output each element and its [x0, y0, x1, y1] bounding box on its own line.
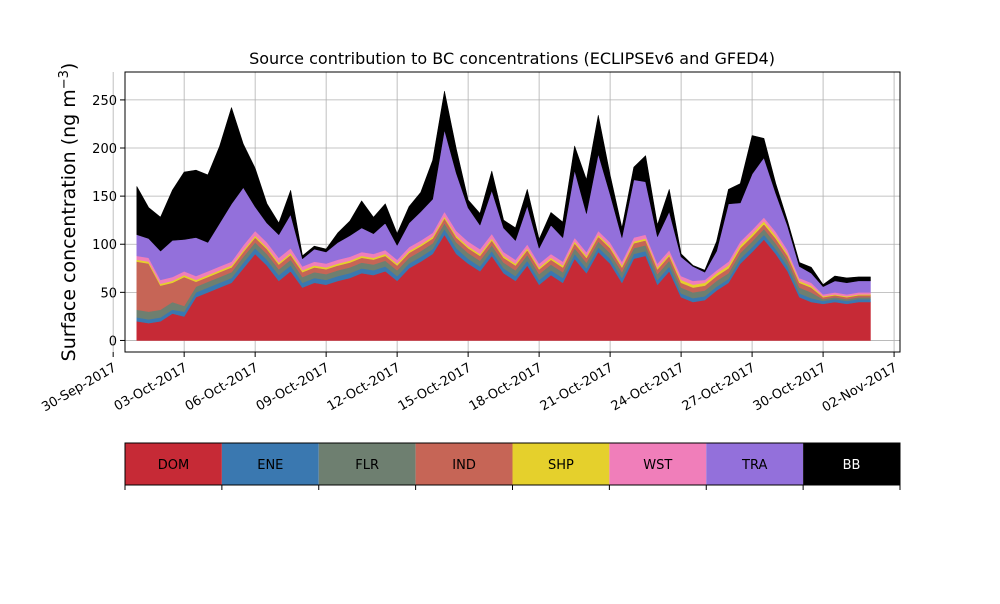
y-tick-label: 100 — [92, 238, 117, 253]
legend-label-shp: SHP — [548, 458, 574, 473]
legend-swatch-bb — [803, 443, 900, 485]
legend-label-wst: WST — [643, 458, 672, 473]
x-tick-label: 21-Oct-2017 — [538, 360, 616, 414]
x-tick-label: 24-Oct-2017 — [609, 360, 687, 414]
legend-colorbar: DOM ENE FLR IND SHP WST TRA BB — [124, 442, 901, 490]
y-tick-label: 250 — [92, 94, 117, 109]
legend-swatch-tra — [706, 443, 804, 485]
legend-label-bb: BB — [843, 458, 861, 473]
x-tick-label: 03-Oct-2017 — [112, 360, 190, 414]
legend-swatch-flr — [318, 443, 416, 485]
x-tick-label: 18-Oct-2017 — [467, 360, 545, 414]
y-tick-label: 50 — [100, 286, 117, 301]
legend-label-tra: TRA — [741, 458, 767, 473]
legend-swatch-ind — [415, 443, 513, 485]
x-tick-label: 06-Oct-2017 — [183, 360, 261, 414]
y-tick-label: 200 — [92, 142, 117, 157]
plot-frame — [124, 71, 901, 353]
x-tick-label: 15-Oct-2017 — [396, 360, 474, 414]
legend-frame — [124, 442, 901, 486]
x-tick-label: 02-Nov-2017 — [820, 360, 900, 415]
legend-label-flr: FLR — [355, 458, 379, 473]
chart-title: Source contribution to BC concentrations… — [249, 49, 775, 68]
y-tick-label: 0 — [109, 334, 117, 349]
legend-label-dom: DOM — [158, 458, 189, 473]
legend-label-ind: IND — [452, 458, 476, 473]
legend-swatch-shp — [512, 443, 610, 485]
x-tick-label: 09-Oct-2017 — [254, 360, 332, 414]
x-tick-label: 30-Oct-2017 — [751, 360, 829, 414]
legend-label-ene: ENE — [257, 458, 283, 473]
legend-swatch-dom — [125, 443, 222, 485]
x-tick-label: 12-Oct-2017 — [325, 360, 403, 414]
area-series-bb — [136, 90, 871, 287]
stacked-areas — [136, 90, 871, 341]
legend-swatch-ene — [221, 443, 319, 485]
legend-swatch-wst — [609, 443, 707, 485]
y-tick-label: 150 — [92, 190, 117, 205]
x-tick-label: 30-Sep-2017 — [39, 360, 119, 415]
x-tick-label: 27-Oct-2017 — [680, 360, 758, 414]
y-axis-label: Surface concentration (ng m−3) — [57, 63, 80, 362]
